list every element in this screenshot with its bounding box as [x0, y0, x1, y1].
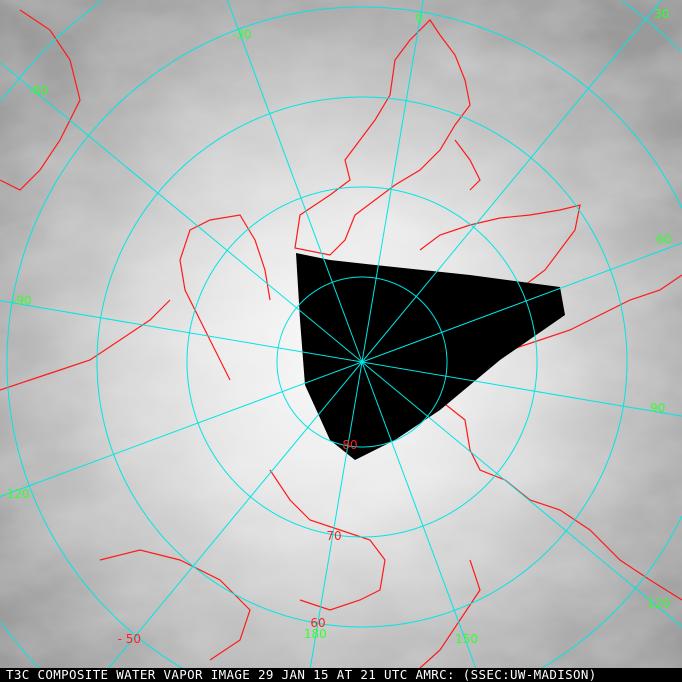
longitude-label: 0: [416, 11, 424, 25]
meridian--150: [96, 361, 363, 682]
longitude-label: -30: [232, 28, 252, 42]
longitude-label: 180: [304, 627, 327, 641]
latitude-label: 80: [342, 438, 357, 452]
coastline-alaska: [269, 469, 386, 611]
latitude-circle-60: [96, 96, 628, 628]
meridian--120: [0, 361, 363, 498]
coastline-east-siberia: [439, 399, 682, 601]
longitude-label: -120: [2, 487, 29, 501]
latitude-circle-80: [276, 276, 448, 448]
meridian--180: [307, 361, 363, 682]
longitude-label: 60: [656, 232, 671, 246]
no-data-region: [296, 253, 565, 460]
coastline-hudson: [0, 299, 171, 391]
longitude-label: 90: [650, 401, 665, 415]
coastline-kamchatka: [419, 559, 481, 669]
latitude-label: 60: [310, 616, 325, 630]
meridian--60: [0, 62, 363, 363]
longitude-label: -90: [12, 293, 32, 307]
meridian-60: [361, 242, 682, 363]
meridian-30: [361, 0, 662, 363]
coastline-north-europe: [454, 139, 481, 191]
coastline-canada: [179, 214, 271, 381]
meridian-90: [361, 361, 682, 417]
grid-labels: -30 0 30 -60 60 -90 90 -120 120 150 180 - 50 80 70 60: [2, 7, 671, 646]
latitude-circle-50: [6, 6, 682, 682]
longitude-label: - 50: [118, 632, 141, 646]
meridian-150: [361, 361, 482, 682]
latitude-label: 70: [326, 529, 341, 543]
longitude-label: -60: [29, 83, 49, 97]
meridian-0: [361, 0, 424, 363]
meridian-120: [361, 361, 682, 628]
coastline-greenland: [294, 19, 471, 256]
coastline-pacific: [99, 549, 251, 661]
meridian--30: [226, 0, 363, 363]
longitude-label: 150: [455, 632, 478, 646]
meridian--90: [0, 300, 363, 363]
longitude-label: 120: [647, 596, 670, 610]
longitude-label: 30: [654, 7, 669, 21]
coastline-scandinavia: [419, 204, 581, 301]
latitude-circle-70: [186, 186, 538, 538]
image-caption: T3C COMPOSITE WATER VAPOR IMAGE 29 JAN 1…: [0, 668, 682, 682]
